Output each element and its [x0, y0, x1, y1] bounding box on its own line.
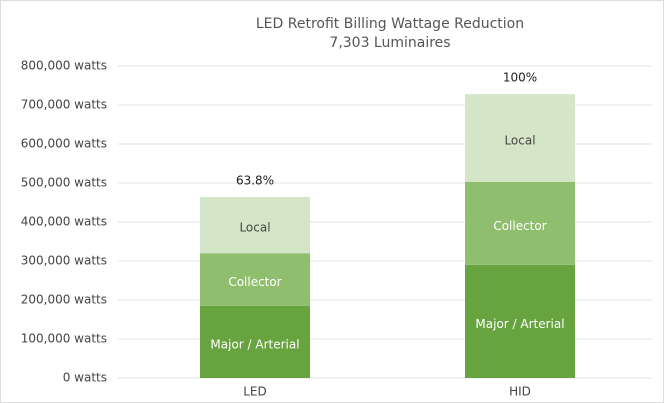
segment-label: Collector — [228, 275, 281, 289]
segment-label: Collector — [493, 219, 546, 233]
y-tick-label: 800,000 watts — [21, 59, 107, 73]
y-tick-label: 700,000 watts — [21, 98, 107, 112]
total-label: 63.8% — [236, 174, 274, 188]
chart-title: LED Retrofit Billing Wattage Reduction — [256, 16, 524, 32]
total-label: 100% — [503, 71, 537, 85]
segment-label: Local — [239, 221, 270, 235]
bar-segment — [465, 181, 575, 265]
segment-label: Major / Arterial — [475, 317, 564, 331]
y-tick-label: 0 watts — [63, 371, 107, 385]
bar-segment — [200, 253, 310, 306]
x-tick-label: HID — [509, 385, 531, 399]
y-tick-label: 100,000 watts — [21, 332, 107, 346]
y-tick-label: 400,000 watts — [21, 215, 107, 229]
x-tick-label: LED — [243, 385, 267, 399]
bar-segment — [465, 264, 575, 378]
bar-segment — [465, 94, 575, 182]
segment-label: Major / Arterial — [210, 337, 299, 351]
bar-segment — [200, 305, 310, 378]
segment-label: Local — [504, 133, 535, 147]
y-tick-label: 600,000 watts — [21, 137, 107, 151]
y-tick-label: 200,000 watts — [21, 293, 107, 307]
y-tick-label: 300,000 watts — [21, 254, 107, 268]
bar-segment — [200, 197, 310, 254]
y-tick-label: 500,000 watts — [21, 176, 107, 190]
chart-subtitle: 7,303 Luminaires — [329, 35, 450, 51]
